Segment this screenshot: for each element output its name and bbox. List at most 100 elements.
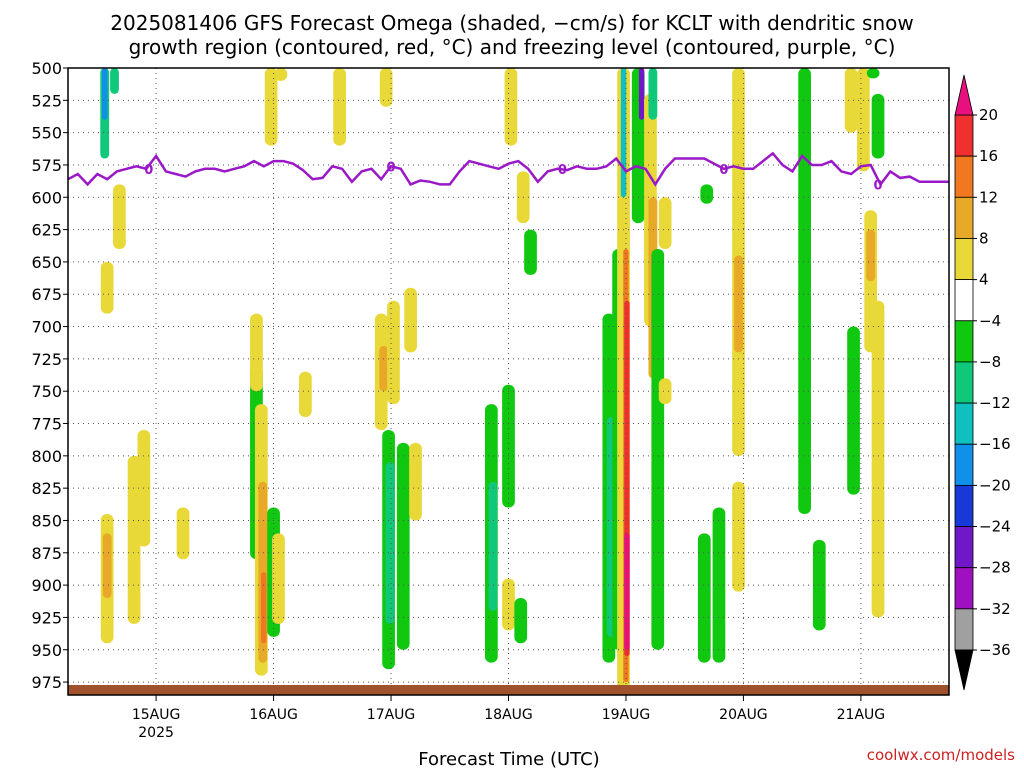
colorbar-label: 16 xyxy=(979,147,998,165)
grid-lines xyxy=(68,67,949,695)
y-tick-label: 550 xyxy=(31,124,62,143)
omega-cell xyxy=(866,229,876,282)
omega-cell xyxy=(409,442,422,521)
freezing-level-contour-label: 0 xyxy=(387,160,396,175)
y-axis-ticks: 500 525 550 575 600 625 650 675 700 725 750 775 800 8… xyxy=(31,59,68,692)
omega-cell xyxy=(274,68,288,81)
omega-cell xyxy=(261,572,267,644)
omega-cell xyxy=(379,68,393,107)
omega-cell xyxy=(272,533,285,624)
y-tick-label: 525 xyxy=(31,91,62,110)
terrain-fill xyxy=(68,685,949,695)
omega-cell xyxy=(379,345,389,392)
omega-cell xyxy=(385,462,395,624)
omega-cell xyxy=(502,578,515,631)
omega-cell xyxy=(866,68,880,79)
y-tick-label: 650 xyxy=(31,253,62,272)
omega-cell xyxy=(404,287,417,353)
omega-cell xyxy=(514,598,528,644)
terrain-band xyxy=(68,685,949,695)
x-tick-sublabel: 2025 xyxy=(138,725,174,741)
y-tick-label: 950 xyxy=(31,641,62,660)
omega-cell xyxy=(658,378,672,405)
x-tick-label: 15AUG xyxy=(132,707,181,723)
x-tick-label: 19AUG xyxy=(602,707,651,723)
colorbar-bin xyxy=(954,567,974,610)
freezing-level-contour-label: 0 xyxy=(719,163,728,178)
colorbar-bin xyxy=(954,155,974,198)
colorbar-label: −36 xyxy=(979,641,1011,659)
colorbar-bin xyxy=(954,443,974,486)
omega-cell xyxy=(871,93,885,159)
colorbar-bin xyxy=(954,196,974,239)
freezing-level-contour-label: 0 xyxy=(874,178,883,193)
x-axis-label: Forecast Time (UTC) xyxy=(418,749,599,768)
x-tick-label: 20AUG xyxy=(719,707,768,723)
chart-title-line-1: 2025081406 GFS Forecast Omega (shaded, −… xyxy=(110,11,913,35)
colorbar-bin xyxy=(954,526,974,569)
freezing-level-contour-label: 0 xyxy=(558,163,567,178)
colorbar-top-arrow xyxy=(954,74,974,116)
omega-cell xyxy=(732,481,745,592)
colorbar-label: −4 xyxy=(979,312,1001,330)
omega-cell xyxy=(651,248,665,650)
colorbar-bin xyxy=(954,402,974,445)
chart-title-line-2: growth region (contoured, red, °C) and f… xyxy=(129,35,896,59)
omega-cell xyxy=(127,455,141,624)
x-tick-label: 16AUG xyxy=(249,707,298,723)
omega-cell xyxy=(871,300,885,618)
colorbar-label: −32 xyxy=(979,600,1011,618)
colorbar-bin xyxy=(954,279,974,322)
x-tick-label: 17AUG xyxy=(367,707,416,723)
colorbar-label: −12 xyxy=(979,394,1011,412)
omega-cell xyxy=(856,68,870,172)
omega-cell xyxy=(110,68,119,94)
freezing-level-contour-label: 0 xyxy=(144,163,153,178)
omega-cell xyxy=(844,68,858,133)
y-tick-label: 625 xyxy=(31,221,62,240)
y-tick-label: 750 xyxy=(31,382,62,401)
colorbar-label: 4 xyxy=(979,271,989,289)
colorbar-label: −24 xyxy=(979,518,1011,536)
colorbar-label: −28 xyxy=(979,559,1011,577)
omega-cell xyxy=(299,371,312,418)
y-tick-label: 825 xyxy=(31,479,62,498)
omega-cell xyxy=(734,255,743,353)
omega-cell xyxy=(658,197,672,249)
omega-cell xyxy=(333,68,347,146)
x-tick-label: 18AUG xyxy=(484,707,533,723)
y-tick-label: 700 xyxy=(31,318,62,337)
colorbar-label: 20 xyxy=(979,106,998,124)
y-tick-label: 600 xyxy=(31,188,62,207)
colorbar-bin xyxy=(954,320,974,363)
colorbar-bin xyxy=(954,484,974,527)
omega-cell xyxy=(113,184,126,249)
omega-cell xyxy=(502,384,515,508)
y-tick-label: 800 xyxy=(31,447,62,466)
omega-cell xyxy=(176,507,190,560)
omega-cell xyxy=(264,68,278,146)
colorbar-label: −8 xyxy=(979,353,1001,371)
omega-shading xyxy=(100,68,885,689)
y-tick-label: 875 xyxy=(31,544,62,563)
freezing-level-line xyxy=(67,151,949,187)
omega-cell xyxy=(700,184,714,204)
y-tick-label: 850 xyxy=(31,511,62,530)
colorbar-label: −16 xyxy=(979,435,1011,453)
y-tick-label: 975 xyxy=(31,673,62,692)
y-tick-label: 675 xyxy=(31,285,62,304)
y-tick-label: 925 xyxy=(31,608,62,627)
freezing-level-contour: 0 0 0 0 0 xyxy=(67,151,949,193)
colorbar-bin xyxy=(954,114,974,157)
omega-cell xyxy=(624,533,630,650)
colorbar-label: 12 xyxy=(979,188,998,206)
colorbar-label: −20 xyxy=(979,476,1011,494)
omega-cell xyxy=(102,533,112,599)
colorbar-bin xyxy=(954,238,974,281)
omega-cell xyxy=(648,68,658,120)
credit-text: coolwx.com/models xyxy=(867,746,1015,764)
omega-cell xyxy=(250,313,263,392)
omega-cell xyxy=(812,539,826,631)
y-tick-label: 900 xyxy=(31,576,62,595)
